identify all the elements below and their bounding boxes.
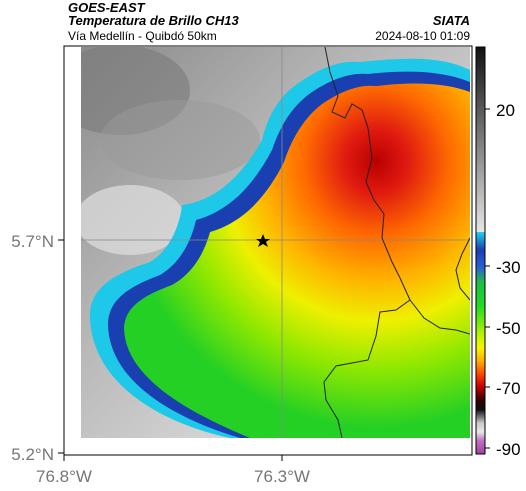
- colorbar-label: 20: [496, 101, 515, 120]
- plot-border: [63, 45, 473, 456]
- boundary-line-north-south: [323, 47, 411, 438]
- timestamp-label: 2024-08-10 01:09: [375, 29, 470, 43]
- satellite-title: GOES-EAST: [68, 0, 145, 15]
- colorbar-label: -90: [496, 440, 521, 459]
- cold-cloud-top: [124, 83, 470, 438]
- lat-tick-label: 5.7°N: [11, 232, 54, 251]
- boundary-line-east: [409, 299, 470, 335]
- route-label: Vía Medellín - Quibdó 50km: [68, 29, 217, 43]
- colorbar-label: -50: [496, 319, 521, 338]
- organization-label: SIATA: [432, 13, 470, 28]
- colorbar: 20 -30 -50 -70 -90: [475, 46, 521, 459]
- star-icon: [256, 234, 270, 247]
- lon-tick-label: 76.3°W: [254, 467, 310, 486]
- colorbar-label: -30: [496, 258, 521, 277]
- lat-tick-label: 5.2°N: [11, 445, 54, 464]
- boundary-line-east-2: [455, 237, 470, 301]
- brightness-temperature-field: [81, 47, 470, 438]
- lon-tick-label: 76.8°W: [36, 467, 92, 486]
- colorbar-warm-segment: [476, 47, 485, 232]
- colorbar-label: -70: [496, 379, 521, 398]
- colorbar-cold-segment: [476, 232, 485, 454]
- product-title: Temperatura de Brillo CH13: [68, 13, 239, 28]
